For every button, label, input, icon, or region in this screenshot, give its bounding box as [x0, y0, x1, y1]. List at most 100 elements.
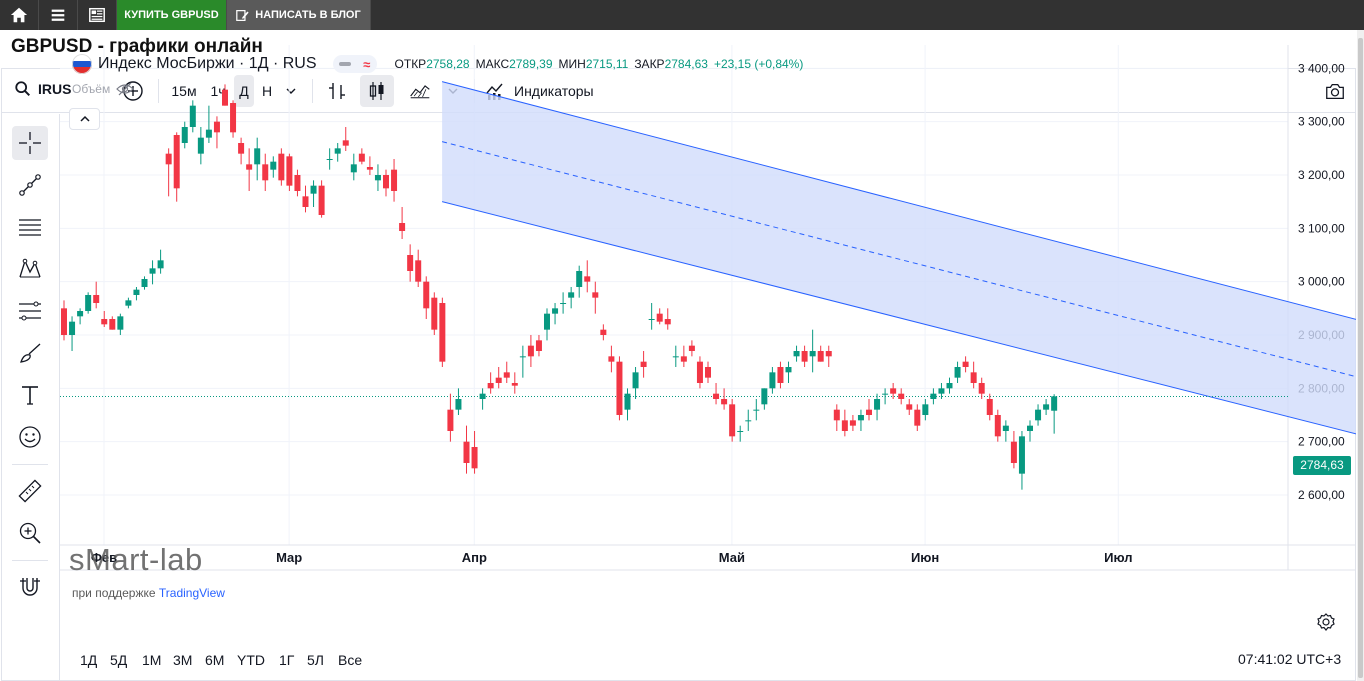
- candle-down: [616, 361, 623, 415]
- range-1y-button[interactable]: 1Г: [279, 652, 295, 668]
- menu-icon[interactable]: [39, 0, 78, 30]
- fib-tool[interactable]: [12, 294, 48, 328]
- candle-up: [310, 185, 317, 194]
- collapse-legend-button[interactable]: [69, 108, 100, 130]
- crosshair-icon: [19, 132, 41, 154]
- channel-lower-line: [441, 201, 1356, 435]
- candle-down: [278, 153, 285, 181]
- home-icon[interactable]: [0, 0, 39, 30]
- clock-timezone[interactable]: 07:41:02 UTC+3: [1238, 651, 1342, 667]
- zoom-tool[interactable]: [12, 516, 48, 550]
- page-scrollbar-thumb[interactable]: [1358, 38, 1363, 678]
- high-value: 2789,39: [509, 57, 553, 71]
- candle-up: [874, 399, 881, 410]
- candle-down: [713, 393, 720, 399]
- crosshair-tool[interactable]: [12, 126, 48, 160]
- minus-icon: [338, 62, 351, 66]
- candle-down: [399, 223, 406, 231]
- brush-icon: [20, 343, 41, 363]
- candle-up: [519, 356, 526, 358]
- low-value: 2715,11: [585, 57, 629, 71]
- price-chart[interactable]: 3 400,00 3 300,00 3 200,00 3 100,00 3 000,00…: [60, 45, 1356, 621]
- candle-down: [463, 441, 470, 463]
- text-tool[interactable]: [12, 378, 48, 412]
- buy-button[interactable]: КУПИТЬ GBPUSD: [117, 0, 227, 30]
- candle-up: [479, 393, 486, 399]
- candle-up: [922, 404, 929, 415]
- candle-up: [793, 351, 800, 357]
- candle-up: [1027, 425, 1033, 431]
- horizontal-lines-tool[interactable]: [12, 210, 48, 244]
- candle-up: [374, 175, 381, 181]
- candle-up: [753, 409, 760, 411]
- candle-up: [77, 311, 84, 317]
- candle-down: [962, 361, 969, 367]
- candle-down: [230, 103, 237, 133]
- candle-down: [318, 185, 325, 215]
- candle-up: [672, 356, 679, 358]
- candle-up: [205, 129, 212, 138]
- candle-up: [761, 388, 768, 405]
- magnet-tool[interactable]: [12, 570, 48, 604]
- eye-hidden-icon[interactable]: [116, 82, 135, 96]
- candle-up: [270, 161, 277, 170]
- interval-week-button[interactable]: Н: [261, 83, 273, 99]
- x-tick-label: Мар: [276, 550, 302, 565]
- range-6m-button[interactable]: 6М: [205, 652, 225, 668]
- area-style-button[interactable]: [402, 75, 438, 107]
- candle-up: [181, 127, 188, 143]
- write-blog-button[interactable]: НАПИСАТЬ В БЛОГ: [227, 0, 371, 30]
- candle-up: [455, 399, 462, 410]
- candle-down: [801, 351, 808, 362]
- range-1m-button[interactable]: 1М: [142, 652, 162, 668]
- gear-icon[interactable]: [1316, 612, 1336, 632]
- candle-up: [125, 300, 132, 306]
- trend-line-tool[interactable]: [12, 168, 48, 202]
- symbol-search[interactable]: IRUS: [14, 80, 71, 98]
- range-all-button[interactable]: Все: [338, 652, 363, 668]
- tradingview-link[interactable]: TradingView: [158, 586, 225, 600]
- fib-retracement-icon: [19, 301, 41, 321]
- y-tick-label: 3 300,00: [1298, 115, 1345, 129]
- candle-down: [407, 255, 414, 271]
- range-3m-button[interactable]: 3М: [173, 652, 193, 668]
- candle-down: [286, 156, 293, 186]
- bars-style-button[interactable]: [322, 75, 352, 107]
- candle-down: [503, 372, 510, 378]
- candle-up: [769, 372, 776, 389]
- candles-style-button[interactable]: [360, 75, 394, 107]
- candle-up: [560, 303, 567, 304]
- emoji-tool[interactable]: [12, 420, 48, 454]
- candle-down: [366, 167, 373, 170]
- screenshot-button[interactable]: [1320, 75, 1350, 107]
- candle-down: [986, 399, 993, 415]
- news-icon[interactable]: [78, 0, 117, 30]
- ruler-tool[interactable]: [12, 474, 48, 508]
- range-5y-button[interactable]: 5Л: [307, 652, 324, 668]
- candle-down: [262, 164, 269, 181]
- x-tick-label: Май: [719, 550, 745, 565]
- pattern-tool[interactable]: [12, 252, 48, 286]
- range-1d-button[interactable]: 1Д: [80, 652, 98, 668]
- interval-day-button[interactable]: Д: [234, 75, 254, 107]
- legend-status-pill[interactable]: ≈: [332, 55, 377, 73]
- candle-up: [648, 319, 655, 320]
- area-chart-icon: [410, 85, 430, 99]
- y-tick-label: 2 600,00: [1298, 488, 1345, 502]
- instrument-title[interactable]: Индекс МосБиржи · 1Д · RUS: [98, 55, 317, 72]
- range-5d-button[interactable]: 5Д: [110, 652, 128, 668]
- candle-up: [624, 393, 631, 410]
- camera-icon: [1326, 83, 1344, 99]
- candle-up: [785, 367, 792, 373]
- interval-dropdown[interactable]: [280, 75, 302, 107]
- interval-1h-button[interactable]: 1ч: [210, 83, 226, 99]
- interval-15m-button[interactable]: 15м: [171, 83, 197, 99]
- change-value: +23,15 (+0,84%): [713, 57, 804, 71]
- candle-up: [745, 420, 752, 422]
- candle-down: [849, 420, 856, 426]
- candle-down: [817, 351, 824, 362]
- top-navigation-bar: КУПИТЬ GBPUSD НАПИСАТЬ В БЛОГ: [0, 0, 1364, 30]
- brush-tool[interactable]: [12, 336, 48, 370]
- range-ytd-button[interactable]: YTD: [237, 652, 265, 668]
- search-icon: [15, 81, 31, 97]
